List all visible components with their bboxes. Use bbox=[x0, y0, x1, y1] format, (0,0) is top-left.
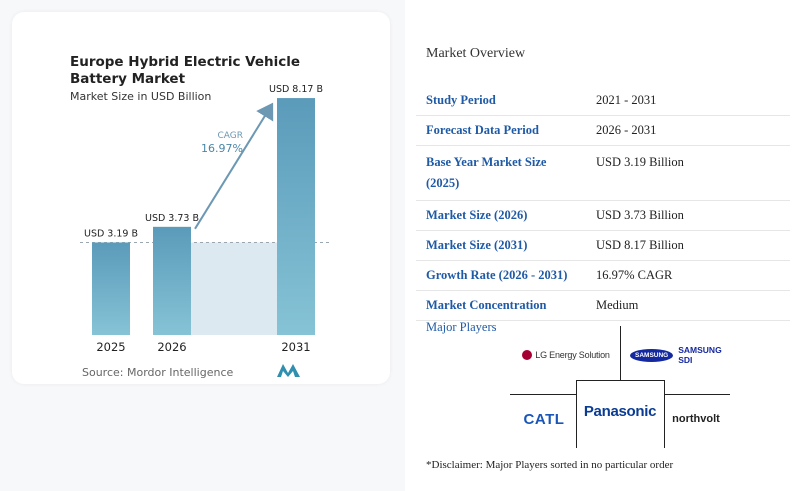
row-key: Base Year Market Size (2025) bbox=[426, 155, 547, 190]
row-value: Medium bbox=[596, 298, 639, 312]
divider bbox=[664, 380, 665, 448]
overview-table: Study Period 2021 - 2031 Forecast Data P… bbox=[416, 86, 790, 321]
value-label-2026: USD 3.73 B bbox=[145, 213, 199, 224]
row-key: Market Size (2031) bbox=[426, 238, 528, 252]
divider bbox=[576, 380, 577, 448]
northvolt-logo-text: northvolt bbox=[672, 413, 720, 425]
samsung-badge: SAMSUNG bbox=[630, 348, 674, 362]
row-value: 2021 - 2031 bbox=[596, 93, 657, 107]
table-row: Growth Rate (2026 - 2031) 16.97% CAGR bbox=[416, 261, 790, 291]
table-row: Study Period 2021 - 2031 bbox=[416, 86, 790, 116]
x-tick-2025: 2025 bbox=[96, 340, 125, 354]
northvolt-logo: northvolt bbox=[666, 406, 726, 432]
row-value: USD 3.19 Billion bbox=[596, 155, 684, 169]
growth-shade bbox=[191, 242, 277, 335]
row-value: USD 3.73 Billion bbox=[596, 208, 684, 222]
divider bbox=[620, 326, 621, 380]
table-row: Market Concentration Medium bbox=[416, 291, 790, 321]
bar-2031 bbox=[277, 98, 315, 335]
row-key: Growth Rate (2026 - 2031) bbox=[426, 268, 568, 282]
bar-2026 bbox=[153, 226, 191, 335]
panasonic-logo: Panasonic bbox=[578, 398, 662, 424]
catl-logo-text: CATL bbox=[523, 410, 565, 428]
x-tick-2031: 2031 bbox=[281, 340, 310, 354]
samsung-sdi-text: SAMSUNG SDI bbox=[678, 345, 722, 365]
panasonic-logo-text: Panasonic bbox=[583, 402, 657, 420]
table-row: Market Size (2031) USD 8.17 Billion bbox=[416, 231, 790, 261]
value-label-2025: USD 3.19 B bbox=[84, 228, 138, 239]
catl-logo: CATL bbox=[512, 404, 576, 434]
table-row: Base Year Market Size (2025) USD 3.19 Bi… bbox=[416, 146, 790, 201]
mordor-logo-icon bbox=[277, 364, 300, 377]
row-key: Forecast Data Period bbox=[426, 123, 539, 137]
table-row: Market Size (2026) USD 3.73 Billion bbox=[416, 201, 790, 231]
lg-logo-text: LG Energy Solution bbox=[535, 350, 610, 360]
overview-panel bbox=[405, 0, 800, 491]
chart-subtitle: Market Size in USD Billion bbox=[70, 90, 212, 103]
chart-title: Europe Hybrid Electric Vehicle Battery M… bbox=[70, 54, 301, 87]
major-players-title: Major Players bbox=[426, 320, 497, 334]
cagr-value: 16.97% bbox=[201, 142, 243, 155]
divider bbox=[576, 380, 664, 381]
source-note: Source: Mordor Intelligence bbox=[82, 366, 234, 379]
value-label-2031: USD 8.17 B bbox=[269, 84, 323, 95]
divider bbox=[510, 394, 576, 395]
table-row: Forecast Data Period 2026 - 2031 bbox=[416, 116, 790, 146]
lg-energy-logo: LG Energy Solution bbox=[516, 344, 616, 366]
bar-2025 bbox=[92, 242, 130, 335]
samsung-sdi-logo: SAMSUNG SAMSUNG SDI bbox=[630, 344, 722, 366]
x-tick-2026: 2026 bbox=[157, 340, 186, 354]
cagr-arrow bbox=[194, 102, 274, 230]
divider bbox=[664, 394, 730, 395]
disclaimer: *Disclaimer: Major Players sorted in no … bbox=[426, 459, 674, 471]
row-value: 16.97% CAGR bbox=[596, 268, 673, 282]
row-value: USD 8.17 Billion bbox=[596, 238, 684, 252]
lg-circle-icon bbox=[522, 350, 533, 360]
bar-chart: USD 3.19 B 2025 USD 3.73 B 2026 USD 8.17 B 20… bbox=[80, 84, 330, 354]
row-key: Study Period bbox=[426, 93, 496, 107]
row-key: Market Concentration bbox=[426, 298, 547, 312]
row-value: 2026 - 2031 bbox=[596, 123, 657, 137]
overview-title: Market Overview bbox=[426, 46, 526, 61]
cagr-label: CAGR bbox=[217, 131, 243, 141]
row-key: Market Size (2026) bbox=[426, 208, 528, 222]
